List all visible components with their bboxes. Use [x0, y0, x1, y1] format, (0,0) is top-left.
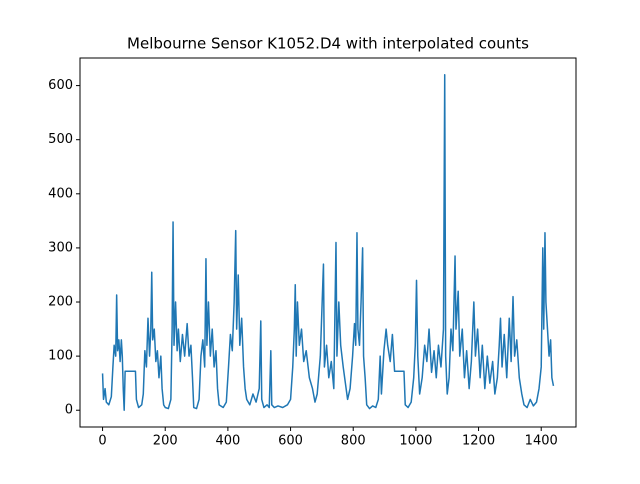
x-tick-label: 0: [98, 434, 106, 449]
x-tick-label: 200: [153, 434, 178, 449]
x-tick-label: 600: [278, 434, 303, 449]
chart-title: Melbourne Sensor K1052.D4 with interpola…: [127, 35, 529, 53]
y-tick-label: 200: [48, 295, 73, 310]
y-tick-label: 400: [48, 186, 73, 201]
y-tick-label: 0: [65, 403, 73, 418]
x-tick-label: 400: [215, 434, 240, 449]
y-tick-label: 100: [48, 349, 73, 364]
x-tick-label: 1000: [399, 434, 432, 449]
y-tick-label: 600: [48, 78, 73, 93]
data-line: [101, 74, 555, 411]
x-tick-label: 1200: [462, 434, 495, 449]
y-tick-label: 300: [48, 240, 73, 255]
x-tick-label: 1400: [525, 434, 558, 449]
y-tick-label: 500: [48, 132, 73, 147]
x-tick-label: 800: [341, 434, 366, 449]
plot-frame: [79, 57, 577, 428]
